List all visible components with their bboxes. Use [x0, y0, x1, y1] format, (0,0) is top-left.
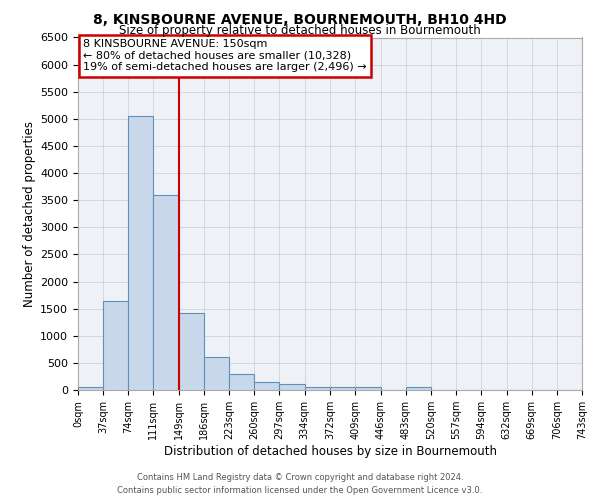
Text: Contains HM Land Registry data © Crown copyright and database right 2024.
Contai: Contains HM Land Registry data © Crown c…: [118, 474, 482, 495]
X-axis label: Distribution of detached houses by size in Bournemouth: Distribution of detached houses by size …: [163, 445, 497, 458]
Text: 8, KINSBOURNE AVENUE, BOURNEMOUTH, BH10 4HD: 8, KINSBOURNE AVENUE, BOURNEMOUTH, BH10 …: [93, 12, 507, 26]
Bar: [204, 358, 229, 390]
Bar: [331, 387, 355, 390]
Bar: [406, 388, 431, 390]
Text: Size of property relative to detached houses in Bournemouth: Size of property relative to detached ho…: [119, 24, 481, 37]
Bar: [305, 387, 331, 390]
Y-axis label: Number of detached properties: Number of detached properties: [23, 120, 36, 306]
Bar: [280, 384, 305, 390]
Bar: [229, 374, 254, 390]
Bar: [78, 388, 103, 390]
Bar: [153, 195, 179, 390]
Bar: [179, 313, 204, 390]
Bar: [128, 116, 153, 390]
Bar: [103, 300, 128, 390]
Text: 8 KINSBOURNE AVENUE: 150sqm
← 80% of detached houses are smaller (10,328)
19% of: 8 KINSBOURNE AVENUE: 150sqm ← 80% of det…: [83, 40, 367, 72]
Bar: [254, 382, 280, 390]
Bar: [355, 387, 380, 390]
